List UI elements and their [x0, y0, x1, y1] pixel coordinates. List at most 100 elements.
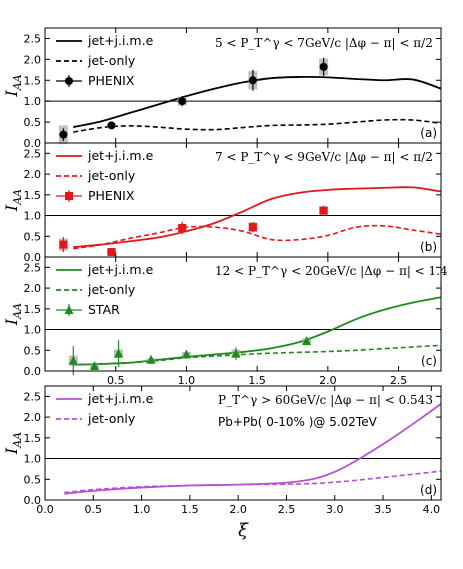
- series-jet-only-line: [64, 470, 441, 494]
- y-tick-label: 1.5: [24, 74, 42, 87]
- x-tick-label: 2.0: [319, 374, 337, 387]
- data-point: [107, 248, 116, 257]
- data-point: [178, 97, 187, 106]
- x-tick-label: 0.0: [36, 503, 54, 516]
- y-tick-label: 0.0: [24, 137, 42, 150]
- y-tick-label: 0.5: [24, 473, 42, 486]
- y-tick-label: 1.0: [24, 210, 42, 223]
- y-axis-label: IAA: [2, 432, 24, 455]
- legend-label: jet+j.i.m.e: [87, 391, 154, 406]
- y-axis-label: IAA: [2, 303, 24, 326]
- x-tick-label: 1.0: [178, 374, 196, 387]
- legend-marker: [64, 305, 74, 314]
- legend: jet+j.i.m.e jet-only STAR: [56, 262, 154, 317]
- condition-label: 12 < P_T^γ < 20GeV/c |Δφ − π| < 1.4: [215, 264, 448, 278]
- data-point: [302, 336, 312, 346]
- data-point: [107, 121, 116, 130]
- panel-a: 0.0 0.5 1.0 1.5 2.0 2.5 jet+j.i.m.e jet-only PHE…: [2, 27, 442, 150]
- legend-label: PHENIX: [88, 73, 135, 88]
- axes-frame: [44, 385, 442, 501]
- legend: jet+j.i.m.e jet-only PHENIX: [56, 33, 154, 88]
- legend-label: jet+j.i.m.e: [87, 148, 154, 163]
- data-point: [248, 76, 257, 85]
- legend-label: jet+j.i.m.e: [87, 33, 154, 48]
- data-points: [68, 336, 312, 376]
- y-tick-label: 2.5: [24, 147, 42, 160]
- y-tick-label: 1.0: [24, 453, 42, 466]
- y-tick-label: 2.5: [24, 261, 42, 274]
- x-tick-label: 2.0: [229, 503, 247, 516]
- data-point: [248, 223, 257, 232]
- y-tick-label: 2.5: [24, 32, 42, 45]
- data-point: [114, 348, 124, 358]
- panel-label: (c): [421, 354, 437, 368]
- panel-label: (a): [420, 126, 437, 140]
- panel-d: 0.0 0.5 1.0 1.5 2.0 2.5 0.0 0.5 1.0 1.5 2.0 2.5 3.0 3…: [2, 385, 442, 516]
- y-tick-label: 0.0: [24, 251, 42, 264]
- x-tick-label: 3.0: [326, 503, 344, 516]
- axes-frame: [44, 256, 442, 372]
- panel-b: 0.0 0.5 1.0 1.5 2.0 2.5 jet+j.i.m.e jet-only PHE…: [2, 142, 442, 264]
- y-tick-label: 1.0: [24, 95, 42, 108]
- y-tick-label: 0.0: [24, 494, 42, 507]
- legend-label: jet-only: [87, 411, 136, 426]
- y-tick-label: 0.5: [24, 344, 42, 357]
- y-tick-label: 2.0: [24, 411, 42, 424]
- x-tick-label: 3.5: [374, 503, 392, 516]
- x-tick-label: 4.0: [423, 503, 441, 516]
- data-points: [58, 205, 329, 257]
- data-point: [59, 130, 68, 139]
- y-tick-label: 1.5: [24, 303, 42, 316]
- y-tick-label: 0.5: [24, 230, 42, 243]
- legend-label: PHENIX: [88, 188, 135, 203]
- data-points: [58, 57, 329, 144]
- series-jet-only-line: [73, 344, 441, 366]
- data-point: [178, 223, 187, 232]
- legend-label: jet+j.i.m.e: [87, 262, 154, 277]
- legend: jet+j.i.m.e jet-only PHENIX: [56, 148, 154, 203]
- legend-marker: [65, 192, 73, 200]
- data-point: [59, 240, 68, 249]
- x-tick-label: 0.5: [107, 374, 125, 387]
- panel-label: (b): [420, 240, 437, 254]
- y-axis-label: IAA: [2, 189, 24, 212]
- data-point: [319, 62, 328, 71]
- data-point: [90, 361, 99, 371]
- legend: jet+j.i.m.e jet-only: [56, 391, 154, 426]
- y-tick-label: 1.0: [24, 324, 42, 337]
- x-axis-label: ξ: [238, 520, 249, 541]
- y-tick-label: 2.0: [24, 282, 42, 295]
- condition-label: 5 < P_T^γ < 7GeV/c |Δφ − π| < π/2: [215, 36, 433, 50]
- x-tick-label: 1.5: [181, 503, 199, 516]
- y-tick-label: 0.0: [24, 365, 42, 378]
- y-tick-label: 2.0: [24, 53, 42, 66]
- condition-label: P_T^γ > 60GeV/c |Δφ − π| < 0.543: [218, 393, 433, 407]
- x-tick-label: 2.5: [278, 503, 296, 516]
- data-point: [181, 349, 191, 359]
- data-point: [319, 206, 328, 215]
- data-point: [68, 355, 78, 365]
- series-jet-jime-line: [73, 186, 441, 248]
- panel-label: (d): [420, 483, 437, 497]
- legend-label: jet-only: [87, 282, 136, 297]
- data-point: [231, 348, 241, 358]
- y-tick-label: 2.5: [24, 390, 42, 403]
- y-tick-label: 0.5: [24, 116, 42, 129]
- x-tick-label: 2.5: [390, 374, 408, 387]
- series-jet-jime-line: [73, 296, 441, 366]
- condition-label: 7 < P_T^γ < 9GeV/c |Δφ − π| < π/2: [215, 150, 433, 164]
- x-tick-label: 0.5: [85, 503, 103, 516]
- y-axis-label: IAA: [2, 74, 24, 97]
- legend-marker: [65, 77, 73, 85]
- series-jet-only-line: [73, 224, 441, 250]
- y-tick-label: 1.5: [24, 189, 42, 202]
- panel-c: 0.0 0.5 1.0 1.5 2.0 2.5 0.5 1.0 1.5 2.0 2.5 jet+j.i…: [2, 256, 448, 387]
- legend-label: jet-only: [87, 168, 136, 183]
- x-tick-label: 1.5: [248, 374, 266, 387]
- y-tick-label: 2.0: [24, 168, 42, 181]
- x-tick-label: 1.0: [133, 503, 151, 516]
- series-jet-only-line: [73, 118, 441, 133]
- condition-label-2: Pb+Pb( 0-10% )@ 5.02TeV: [218, 415, 378, 429]
- data-point: [146, 354, 156, 364]
- y-tick-label: 1.5: [24, 432, 42, 445]
